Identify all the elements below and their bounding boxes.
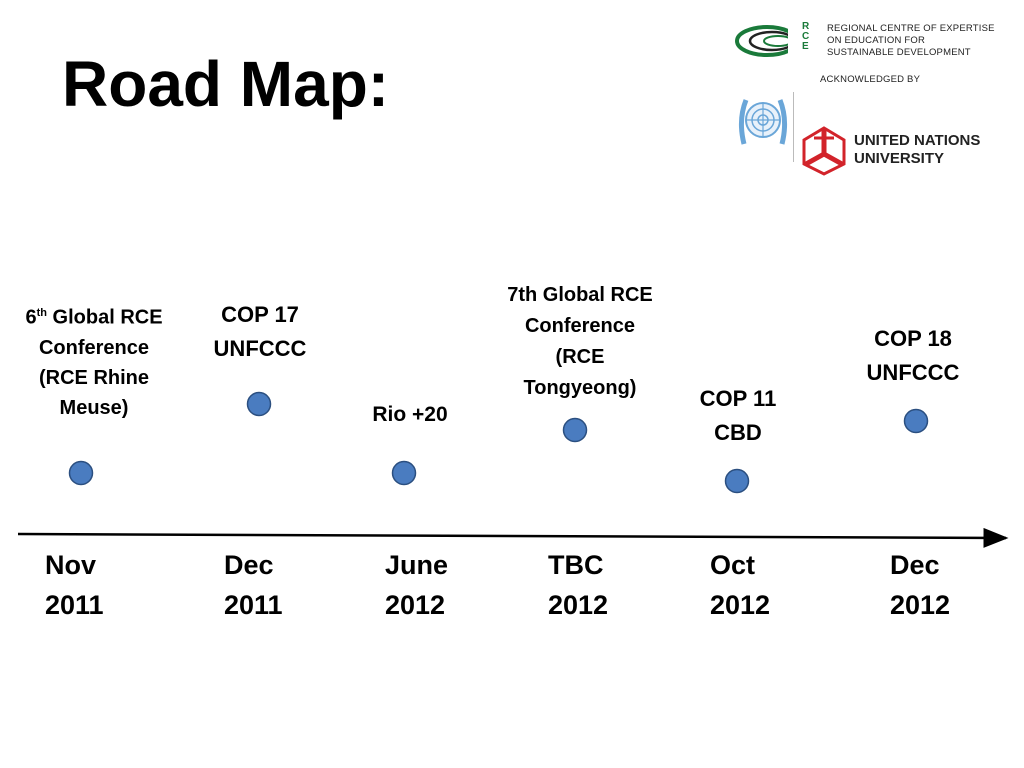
event-marker [562, 417, 588, 443]
date-year: 2011 [45, 590, 104, 620]
event-label-text: Global RCE [52, 306, 163, 329]
rce-name-line: REGIONAL CENTRE OF EXPERTISE [827, 23, 995, 34]
date-label-nov-2011: Nov 2011 [45, 545, 104, 625]
event-ordinal-suffix: th [36, 307, 47, 319]
rce-name-line: ON EDUCATION FOR [827, 35, 926, 46]
rce-letters: R C E [802, 22, 809, 52]
unu-logo-icon [802, 126, 846, 176]
date-year: 2011 [224, 590, 283, 620]
date-month: Oct [710, 550, 756, 580]
event-label-line: CBD [714, 420, 762, 445]
event-marker [903, 408, 929, 434]
event-label-line: COP 11 [699, 386, 777, 411]
event-label-line: COP 17 [221, 302, 299, 327]
event-marker [246, 391, 272, 417]
event-label-line: (RCE Rhine [39, 366, 149, 389]
unu-name-line: UNITED NATIONS [854, 132, 981, 149]
rce-letter: R [802, 21, 810, 32]
date-year: 2012 [710, 590, 771, 620]
event-label-line: Tongyeong) [523, 377, 637, 399]
event-label-line: Rio +20 [372, 403, 448, 426]
date-year: 2012 [385, 590, 446, 620]
event-label-line: COP 18 [874, 326, 952, 351]
event-label-cop17: COP 17 UNFCCC [190, 298, 330, 366]
rce-logo-icon [735, 25, 800, 57]
date-year: 2012 [890, 590, 951, 620]
event-label-cop11: COP 11 CBD [668, 382, 808, 450]
event-label-line: UNFCCC [866, 360, 960, 385]
rce-letter: C [802, 31, 810, 42]
logo-divider [793, 92, 794, 162]
event-label-line: 6th Global RCE [10, 298, 178, 333]
event-marker [391, 460, 417, 486]
event-ordinal: 6 [25, 306, 37, 329]
page-title: Road Map: [62, 48, 390, 120]
rce-name-line: SUSTAINABLE DEVELOPMENT [827, 47, 971, 58]
event-marker [724, 468, 750, 494]
unu-name-line: UNIVERSITY [854, 150, 945, 167]
date-label-dec-2012: Dec 2012 [890, 545, 950, 625]
date-month: Nov [45, 550, 97, 580]
date-month: June [385, 550, 449, 580]
unu-name: UNITED NATIONS UNIVERSITY [854, 132, 980, 168]
event-label-global-rce-7: 7th Global RCE Conference (RCE Tongyeong… [495, 280, 665, 404]
event-label-global-rce-6: 6th Global RCE Conference (RCE Rhine Meu… [10, 298, 178, 423]
rce-letter: E [802, 41, 809, 52]
event-label-cop18: COP 18 UNFCCC [843, 322, 983, 390]
event-marker [68, 460, 94, 486]
acknowledged-by-label: ACKNOWLEDGED BY [820, 74, 921, 85]
date-month: Dec [890, 550, 940, 580]
event-label-line: UNFCCC [213, 336, 307, 361]
date-label-dec-2011: Dec 2011 [224, 545, 283, 625]
event-label-line: Meuse) [59, 396, 129, 419]
un-emblem-icon [738, 99, 788, 145]
date-label-tbc-2012: TBC 2012 [548, 545, 608, 625]
date-month: TBC [548, 550, 604, 580]
date-month: Dec [224, 550, 274, 580]
logos-block: R C E REGIONAL CENTRE OF EXPERTISE ON ED… [730, 18, 1020, 188]
event-label-line: (RCE [555, 346, 605, 368]
rce-name: REGIONAL CENTRE OF EXPERTISE ON EDUCATIO… [827, 23, 995, 59]
event-label-line: Conference [38, 336, 150, 359]
date-year: 2012 [548, 590, 609, 620]
date-label-june-2012: June 2012 [385, 545, 448, 625]
timeline-axis [17, 527, 1009, 548]
event-label-line: Conference [524, 315, 636, 337]
event-label-line: 7th Global RCE [507, 284, 653, 306]
date-label-oct-2012: Oct 2012 [710, 545, 770, 625]
event-label-rio20: Rio +20 [340, 400, 480, 430]
